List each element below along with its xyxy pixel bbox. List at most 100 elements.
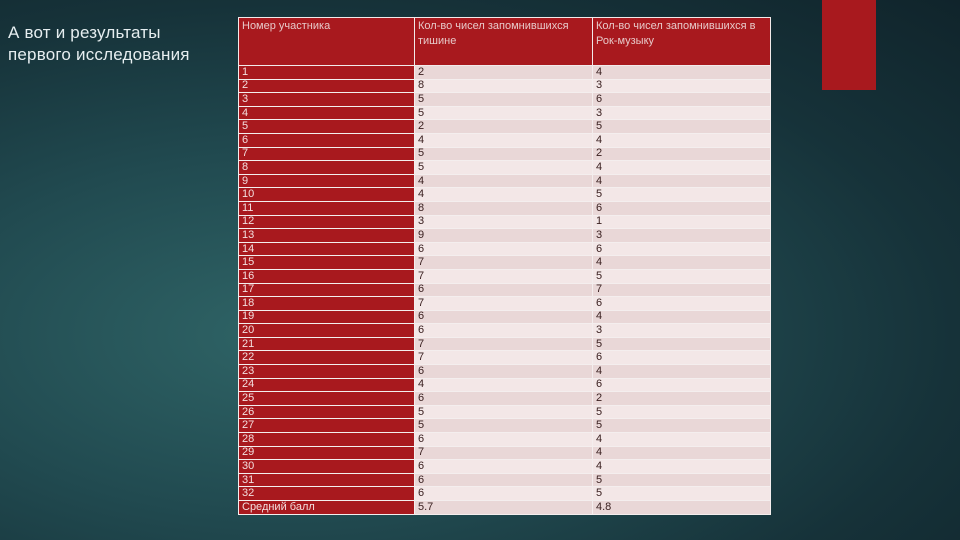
participant-number-cell: 2 <box>238 78 415 94</box>
table-row: 22 7 6 <box>238 350 771 366</box>
table-row: 28 6 4 <box>238 432 771 447</box>
silence-count-cell: 7 <box>414 336 593 352</box>
participant-number-cell: 16 <box>238 268 415 284</box>
silence-count-cell: 3 <box>414 214 593 230</box>
rock-count-cell: 5 <box>592 187 771 202</box>
rock-count-cell: 5 <box>592 418 771 434</box>
silence-count-cell: 5 <box>414 92 593 107</box>
silence-count-cell: 5.7 <box>414 500 593 515</box>
rock-count-cell: 5 <box>592 404 771 420</box>
table-row: 14 6 6 <box>238 241 771 257</box>
rock-count-cell: 4 <box>592 459 771 474</box>
rock-count-cell: 4 <box>592 432 771 447</box>
silence-count-cell: 6 <box>414 241 593 257</box>
table-row: 24 4 6 <box>238 377 771 393</box>
participant-number-cell: 3 <box>238 92 415 107</box>
silence-count-cell: 5 <box>414 146 593 162</box>
participant-number-cell: 19 <box>238 309 415 325</box>
rock-count-cell: 7 <box>592 282 771 298</box>
rock-count-cell: 6 <box>592 377 771 393</box>
rock-count-cell: 4 <box>592 445 771 461</box>
participant-number-cell: 26 <box>238 404 415 420</box>
silence-count-cell: 5 <box>414 404 593 420</box>
rock-count-cell: 6 <box>592 296 771 311</box>
rock-count-cell: 6 <box>592 241 771 257</box>
participant-number-cell: 23 <box>238 364 415 379</box>
participant-number-cell: 18 <box>238 296 415 311</box>
rock-count-cell: 5 <box>592 336 771 352</box>
rock-count-cell: 4 <box>592 65 771 80</box>
participant-number-cell: 17 <box>238 282 415 298</box>
rock-count-cell: 5 <box>592 119 771 134</box>
participant-number-cell: 29 <box>238 445 415 461</box>
silence-count-cell: 7 <box>414 255 593 270</box>
silence-count-cell: 5 <box>414 418 593 434</box>
rock-count-cell: 4 <box>592 160 771 175</box>
participant-number-cell: 8 <box>238 160 415 175</box>
rock-count-cell: 1 <box>592 214 771 230</box>
accent-bar <box>822 0 876 90</box>
header-participant: Номер участника <box>238 17 415 66</box>
silence-count-cell: 6 <box>414 391 593 406</box>
silence-count-cell: 5 <box>414 160 593 175</box>
header-rock: Кол-во чисел запомнившихся в Рок-музыку <box>592 17 771 66</box>
rock-count-cell: 5 <box>592 268 771 284</box>
rock-count-cell: 2 <box>592 391 771 406</box>
rock-count-cell: 5 <box>592 486 771 501</box>
silence-count-cell: 7 <box>414 445 593 461</box>
rock-count-cell: 2 <box>592 146 771 162</box>
rock-count-cell: 4 <box>592 309 771 325</box>
participant-number-cell: 24 <box>238 377 415 393</box>
rock-count-cell: 4 <box>592 132 771 148</box>
table-row: 27 5 5 <box>238 418 771 434</box>
participant-number-cell: 13 <box>238 228 415 243</box>
table-row: 17 6 7 <box>238 282 771 298</box>
table-row: 29 7 4 <box>238 445 771 461</box>
rock-count-cell: 5 <box>592 472 771 488</box>
table-row: 30 6 4 <box>238 459 771 474</box>
silence-count-cell: 4 <box>414 187 593 202</box>
rock-count-cell: 3 <box>592 78 771 94</box>
rock-count-cell: 3 <box>592 228 771 243</box>
header-row: Номер участника Кол-во чисел запомнивших… <box>238 17 771 66</box>
rock-count-cell: 4 <box>592 173 771 189</box>
rock-count-cell: 6 <box>592 92 771 107</box>
participant-number-cell: 11 <box>238 200 415 216</box>
rock-count-cell: 4.8 <box>592 500 771 515</box>
silence-count-cell: 8 <box>414 200 593 216</box>
participant-number-cell: 7 <box>238 146 415 162</box>
silence-count-cell: 6 <box>414 459 593 474</box>
participant-number-cell: 15 <box>238 255 415 270</box>
participant-number-cell: 31 <box>238 472 415 488</box>
participant-number-cell: 28 <box>238 432 415 447</box>
silence-count-cell: 7 <box>414 268 593 284</box>
participant-number-cell: 22 <box>238 350 415 366</box>
table-row: 10 4 5 <box>238 187 771 202</box>
silence-count-cell: 7 <box>414 296 593 311</box>
participant-number-cell: 4 <box>238 105 415 121</box>
participant-number-cell: 32 <box>238 486 415 501</box>
rock-count-cell: 3 <box>592 105 771 121</box>
rock-count-cell: 6 <box>592 200 771 216</box>
silence-count-cell: 4 <box>414 173 593 189</box>
participant-number-cell: 9 <box>238 173 415 189</box>
table-row: 21 7 5 <box>238 336 771 352</box>
table-row: 25 6 2 <box>238 391 771 406</box>
silence-count-cell: 4 <box>414 132 593 148</box>
table-row: 26 5 5 <box>238 404 771 420</box>
silence-count-cell: 6 <box>414 323 593 338</box>
participant-number-cell: 21 <box>238 336 415 352</box>
table-row: 32 6 5 <box>238 486 771 501</box>
silence-count-cell: 2 <box>414 119 593 134</box>
silence-count-cell: 9 <box>414 228 593 243</box>
results-table: Номер участника Кол-во чисел запомнивших… <box>238 17 771 515</box>
participant-number-cell: 14 <box>238 241 415 257</box>
rock-count-cell: 3 <box>592 323 771 338</box>
rock-count-cell: 6 <box>592 350 771 366</box>
silence-count-cell: 6 <box>414 309 593 325</box>
